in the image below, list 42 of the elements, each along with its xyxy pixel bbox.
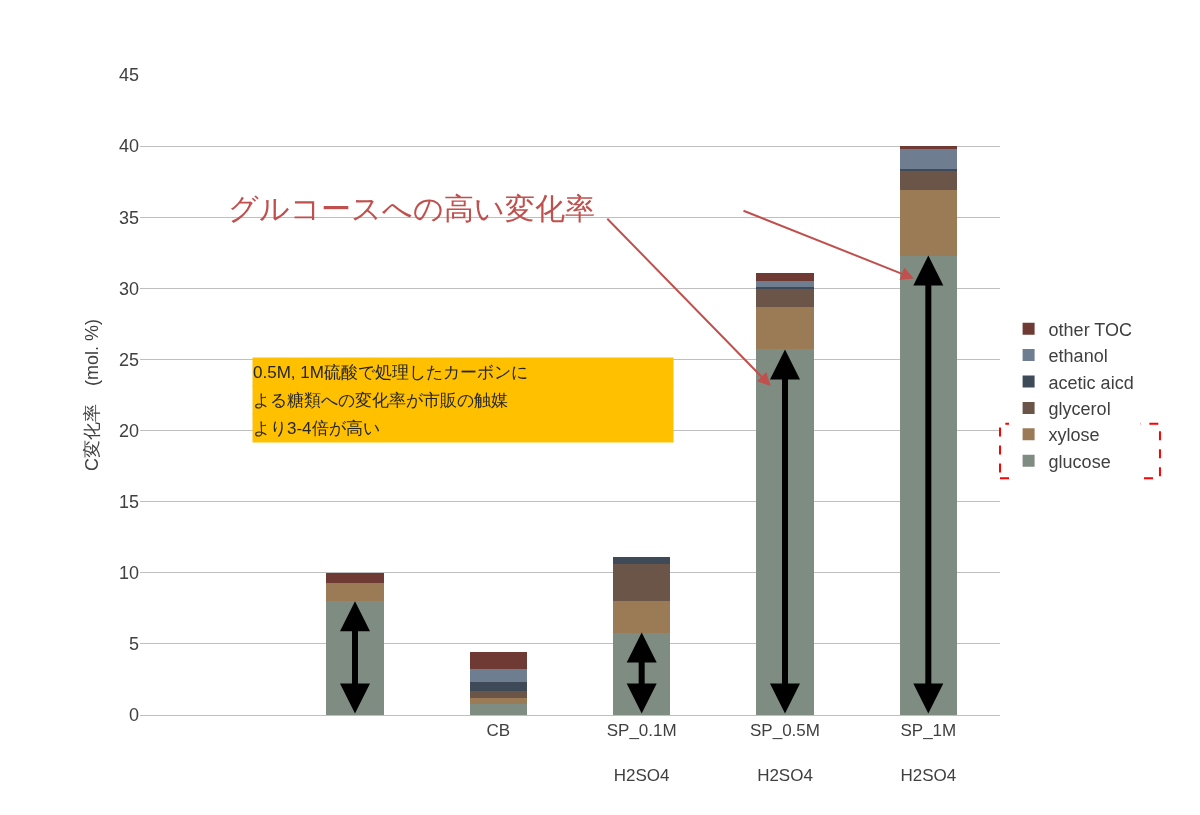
legend-label: ethanol <box>1048 346 1108 367</box>
annotation: よる糖類への変化率が市販の触媒 <box>253 390 508 410</box>
bar <box>469 703 527 715</box>
legend-label: acetic aicd <box>1048 372 1134 393</box>
category-label: SP_0.1M H2SO4 <box>606 721 677 785</box>
y-tick-label: 40 <box>118 136 139 157</box>
y-tick-label: 35 <box>118 207 139 228</box>
category-label: SP_0.5M H2SO4 <box>750 721 820 785</box>
bar <box>613 564 671 602</box>
bar <box>613 557 671 565</box>
y-tick-label: 0 <box>128 705 139 726</box>
bar <box>469 690 527 698</box>
annotation: グルコースへの高い変化率 <box>228 192 595 225</box>
category-label: SP_1M H2SO4 <box>900 721 957 785</box>
bar <box>756 281 814 287</box>
bar <box>899 146 957 149</box>
y-tick-label: 15 <box>118 491 139 512</box>
y-tick-label: 45 <box>118 65 139 86</box>
bar <box>469 669 527 683</box>
bar <box>469 652 527 670</box>
bar <box>756 286 814 289</box>
legend-label: glycerol <box>1048 398 1111 419</box>
bar <box>469 682 527 691</box>
y-tick-label: 30 <box>118 278 139 299</box>
y-axis-title: C変化率 (mol. %) <box>82 319 103 471</box>
y-tick-label: 10 <box>118 563 139 584</box>
annotation: 0.5M, 1M硫酸で処理したカーボンに <box>253 362 528 382</box>
bar <box>899 168 957 171</box>
legend-label: other TOC <box>1048 319 1132 340</box>
bar <box>756 272 814 282</box>
y-tick-label: 25 <box>118 349 139 370</box>
bar <box>899 170 957 191</box>
legend-label: glucose <box>1048 451 1111 472</box>
bar <box>469 697 527 704</box>
bar <box>899 148 957 169</box>
bar <box>326 572 384 583</box>
y-tick-label: 5 <box>128 634 139 655</box>
x-tick-label: CB <box>486 721 511 741</box>
bar <box>756 288 814 307</box>
legend-label: xylose <box>1048 425 1100 446</box>
y-tick-label: 20 <box>118 420 139 441</box>
annotation: より3-4倍が高い <box>253 418 380 438</box>
